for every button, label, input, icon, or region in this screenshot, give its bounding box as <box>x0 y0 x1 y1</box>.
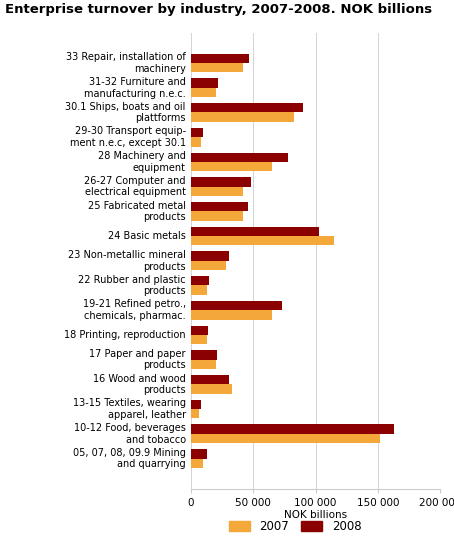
Bar <box>191 153 288 162</box>
Bar <box>191 360 216 369</box>
Bar <box>191 187 243 196</box>
Bar <box>191 434 380 443</box>
Bar <box>191 63 243 72</box>
Bar <box>191 54 249 63</box>
Bar <box>191 326 208 335</box>
Bar <box>191 128 203 137</box>
Bar <box>191 103 303 113</box>
Bar <box>191 251 229 261</box>
Text: Enterprise turnover by industry, 2007-2008. NOK billions: Enterprise turnover by industry, 2007-20… <box>5 3 432 16</box>
Bar <box>191 88 216 97</box>
Bar <box>191 79 218 88</box>
Bar <box>191 350 217 360</box>
Bar <box>191 424 394 434</box>
Bar <box>191 137 201 147</box>
X-axis label: NOK billions: NOK billions <box>284 511 347 520</box>
Bar <box>191 276 209 285</box>
Bar <box>191 202 248 211</box>
Bar <box>191 261 226 270</box>
Bar <box>191 211 243 221</box>
Bar <box>191 458 203 468</box>
Bar <box>191 409 199 418</box>
Bar <box>191 236 334 245</box>
Bar <box>191 113 294 122</box>
Bar <box>191 301 282 310</box>
Bar <box>191 384 232 394</box>
Bar <box>191 400 201 409</box>
Bar <box>191 335 207 344</box>
Legend: 2007, 2008: 2007, 2008 <box>224 515 366 537</box>
Bar <box>191 310 272 320</box>
Bar <box>191 285 207 295</box>
Bar <box>191 375 229 384</box>
Bar <box>191 449 207 458</box>
Bar <box>191 227 319 236</box>
Bar <box>191 162 272 171</box>
Bar <box>191 177 251 187</box>
